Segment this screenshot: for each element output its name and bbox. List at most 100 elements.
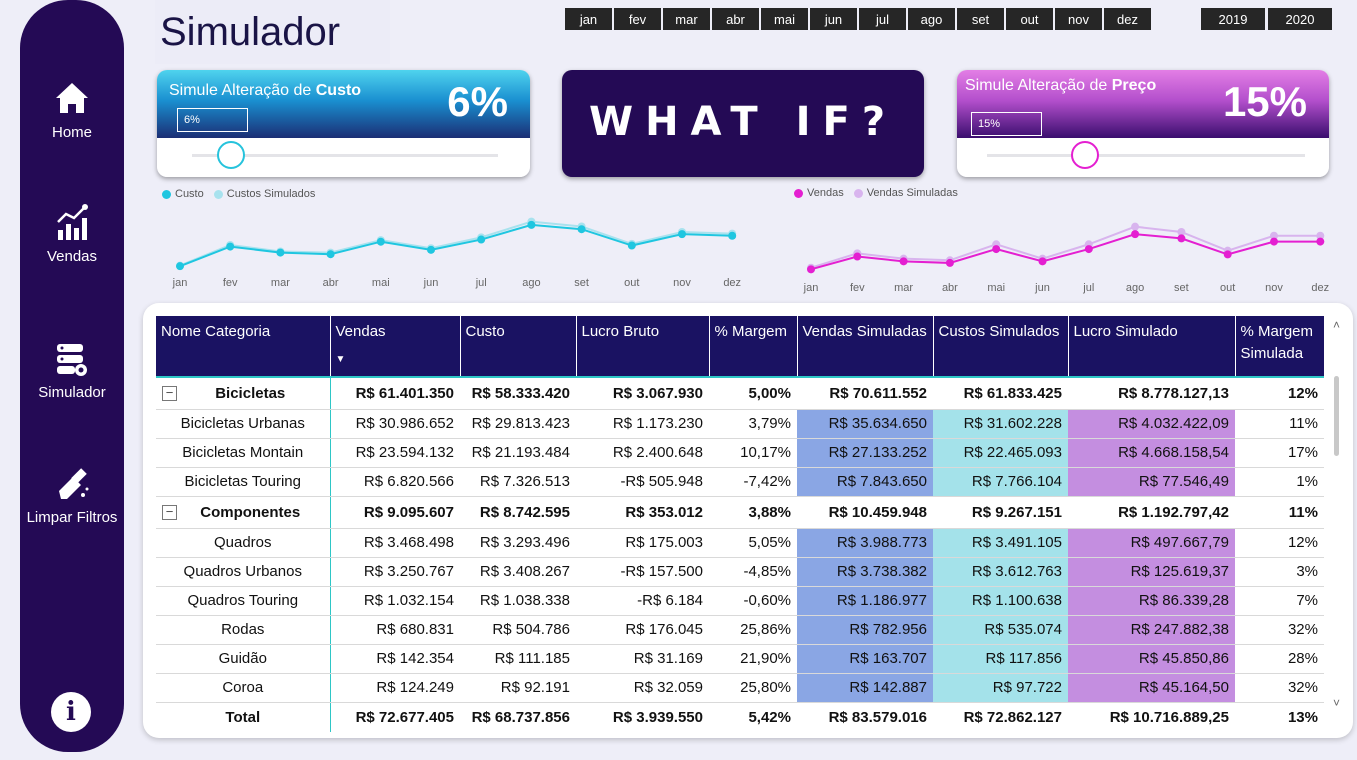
category-row[interactable]: − Bicicletas R$ 61.401.350 R$ 58.333.420 R$ … <box>156 377 1324 410</box>
table-row[interactable]: Rodas R$ 680.831 R$ 504.786 R$ 176.045 25,86… <box>156 615 1324 645</box>
header-lucro-simulado[interactable]: Lucro Simulado <box>1067 316 1235 378</box>
value-cell: 3,79% <box>709 409 797 439</box>
table-row[interactable]: Quadros R$ 3.468.498 R$ 3.293.496 R$ 175.00… <box>156 528 1324 558</box>
nav-simulador-button[interactable]: Simulador <box>20 342 124 401</box>
scroll-down-arrow-icon[interactable]: ˅ <box>1332 696 1340 710</box>
value-cell: R$ 125.619,37 <box>1068 557 1235 587</box>
month-fev[interactable]: fev <box>614 8 661 30</box>
category-row[interactable]: − Componentes R$ 9.095.607 R$ 8.742.595 R$ 3… <box>156 496 1324 529</box>
value-cell: 1% <box>1235 467 1324 497</box>
value-cell: -R$ 505.948 <box>576 467 709 497</box>
data-point[interactable] <box>427 245 435 254</box>
data-point[interactable] <box>477 235 486 244</box>
table-row[interactable]: Bicicletas Montain R$ 23.594.132 R$ 21.193… <box>156 438 1324 468</box>
data-point[interactable] <box>1316 231 1325 240</box>
cost-slider-track[interactable] <box>192 154 498 157</box>
data-point[interactable] <box>1131 230 1140 239</box>
month-mar[interactable]: mar <box>663 8 710 30</box>
data-point[interactable] <box>899 257 908 266</box>
sidebar: Home Vendas Simulador <box>20 0 124 752</box>
data-point[interactable] <box>728 231 737 240</box>
server-settings-icon <box>57 344 87 376</box>
category-name-cell: Coroa <box>156 673 331 703</box>
data-point[interactable] <box>1223 250 1232 259</box>
header-custo[interactable]: Custo <box>459 316 576 378</box>
nav-vendas-button[interactable]: Vendas <box>20 204 124 265</box>
data-point[interactable] <box>577 225 586 234</box>
data-point[interactable] <box>1270 237 1278 246</box>
header-custos-simulados[interactable]: Custos Simulados <box>932 316 1068 378</box>
data-point[interactable] <box>853 252 862 261</box>
data-point[interactable] <box>945 258 954 267</box>
nav-home-button[interactable]: Home <box>20 78 124 141</box>
month-jan[interactable]: jan <box>565 8 612 30</box>
cost-slider-thumb[interactable] <box>217 141 245 169</box>
home-icon <box>56 83 88 113</box>
table-row[interactable]: Bicicletas Touring R$ 6.820.566 R$ 7.326.5… <box>156 467 1324 497</box>
value-cell: R$ 1.038.338 <box>460 586 576 616</box>
month-mai[interactable]: mai <box>761 8 808 30</box>
data-point[interactable] <box>276 248 285 257</box>
header-nome-categoria[interactable]: Nome Categoria <box>156 316 330 378</box>
clear-filters-button[interactable]: Limpar Filtros <box>20 465 124 526</box>
year-2020[interactable]: 2020 <box>1268 8 1332 30</box>
month-jun[interactable]: jun <box>810 8 857 30</box>
month-out[interactable]: out <box>1006 8 1053 30</box>
month-nov[interactable]: nov <box>1055 8 1102 30</box>
header-margem-simulada[interactable]: % Margem Simulada <box>1234 316 1324 378</box>
info-icon[interactable]: i <box>51 692 91 732</box>
value-cell: R$ 3.988.773 <box>797 528 933 558</box>
x-tick-label: nov <box>1265 282 1283 294</box>
data-point[interactable] <box>376 237 385 246</box>
cost-percent-input[interactable]: 6% <box>177 108 248 132</box>
category-name-cell: − Bicicletas <box>156 377 331 410</box>
data-point[interactable] <box>678 230 686 239</box>
data-point[interactable] <box>326 250 335 259</box>
month-abr[interactable]: abr <box>712 8 759 30</box>
nav-simulador-label: Simulador <box>38 384 106 401</box>
month-set[interactable]: set <box>957 8 1004 30</box>
data-point[interactable] <box>527 220 536 229</box>
header-vendas-simuladas[interactable]: Vendas Simuladas <box>796 316 933 378</box>
scroll-thumb[interactable] <box>1334 376 1339 456</box>
data-point[interactable] <box>176 262 184 271</box>
sort-desc-icon[interactable]: ▼ <box>335 354 346 365</box>
data-point[interactable] <box>1177 234 1186 243</box>
series-line-1 <box>810 233 1321 271</box>
matrix-scrollbar[interactable]: ˄ ˅ <box>1329 316 1344 716</box>
data-point[interactable] <box>1316 237 1325 246</box>
header-lucro-bruto[interactable]: Lucro Bruto <box>575 316 709 378</box>
header-vendas[interactable]: Vendas ▼ <box>329 316 460 378</box>
price-slider-track[interactable] <box>987 154 1305 157</box>
table-row[interactable]: Bicicletas Urbanas R$ 30.986.652 R$ 29.813… <box>156 409 1324 439</box>
month-dez[interactable]: dez <box>1104 8 1151 30</box>
data-point[interactable] <box>627 241 636 250</box>
price-slider-thumb[interactable] <box>1071 141 1099 169</box>
x-tick-label: fev <box>223 277 238 289</box>
x-tick-label: ago <box>522 277 540 289</box>
data-point[interactable] <box>807 265 815 274</box>
data-point[interactable] <box>226 242 235 251</box>
year-2019[interactable]: 2019 <box>1201 8 1265 30</box>
value-cell: -7,42% <box>709 467 797 497</box>
table-row[interactable]: Quadros Touring R$ 1.032.154 R$ 1.038.338-… <box>156 586 1324 616</box>
simulation-matrix: Nome Categoria Vendas ▼ Custo Lucro Bruto… <box>156 316 1324 732</box>
table-row[interactable]: Coroa R$ 124.249 R$ 92.191 R$ 32.059 25,80% R… <box>156 673 1324 703</box>
price-percent-input[interactable]: 15% <box>971 112 1042 136</box>
data-point[interactable] <box>1131 222 1140 231</box>
scroll-up-arrow-icon[interactable]: ˄ <box>1332 318 1340 332</box>
month-ago[interactable]: ago <box>908 8 955 30</box>
data-point[interactable] <box>1177 228 1186 236</box>
legend-custo-label: Custo <box>175 188 204 200</box>
data-point[interactable] <box>1038 257 1047 266</box>
header-margem[interactable]: % Margem <box>708 316 797 378</box>
data-point[interactable] <box>1084 245 1093 254</box>
collapse-icon[interactable]: − <box>162 385 177 401</box>
table-row[interactable]: Quadros Urbanos R$ 3.250.767 R$ 3.408.267-… <box>156 557 1324 587</box>
month-jul[interactable]: jul <box>859 8 906 30</box>
data-point[interactable] <box>1270 231 1278 240</box>
data-point[interactable] <box>992 245 1001 254</box>
total-row[interactable]: Total R$ 72.677.405 R$ 68.737.856 R$ 3.939.… <box>156 702 1324 732</box>
collapse-icon[interactable]: − <box>162 504 177 520</box>
table-row[interactable]: Guidão R$ 142.354 R$ 111.185 R$ 31.169 21,90… <box>156 644 1324 674</box>
